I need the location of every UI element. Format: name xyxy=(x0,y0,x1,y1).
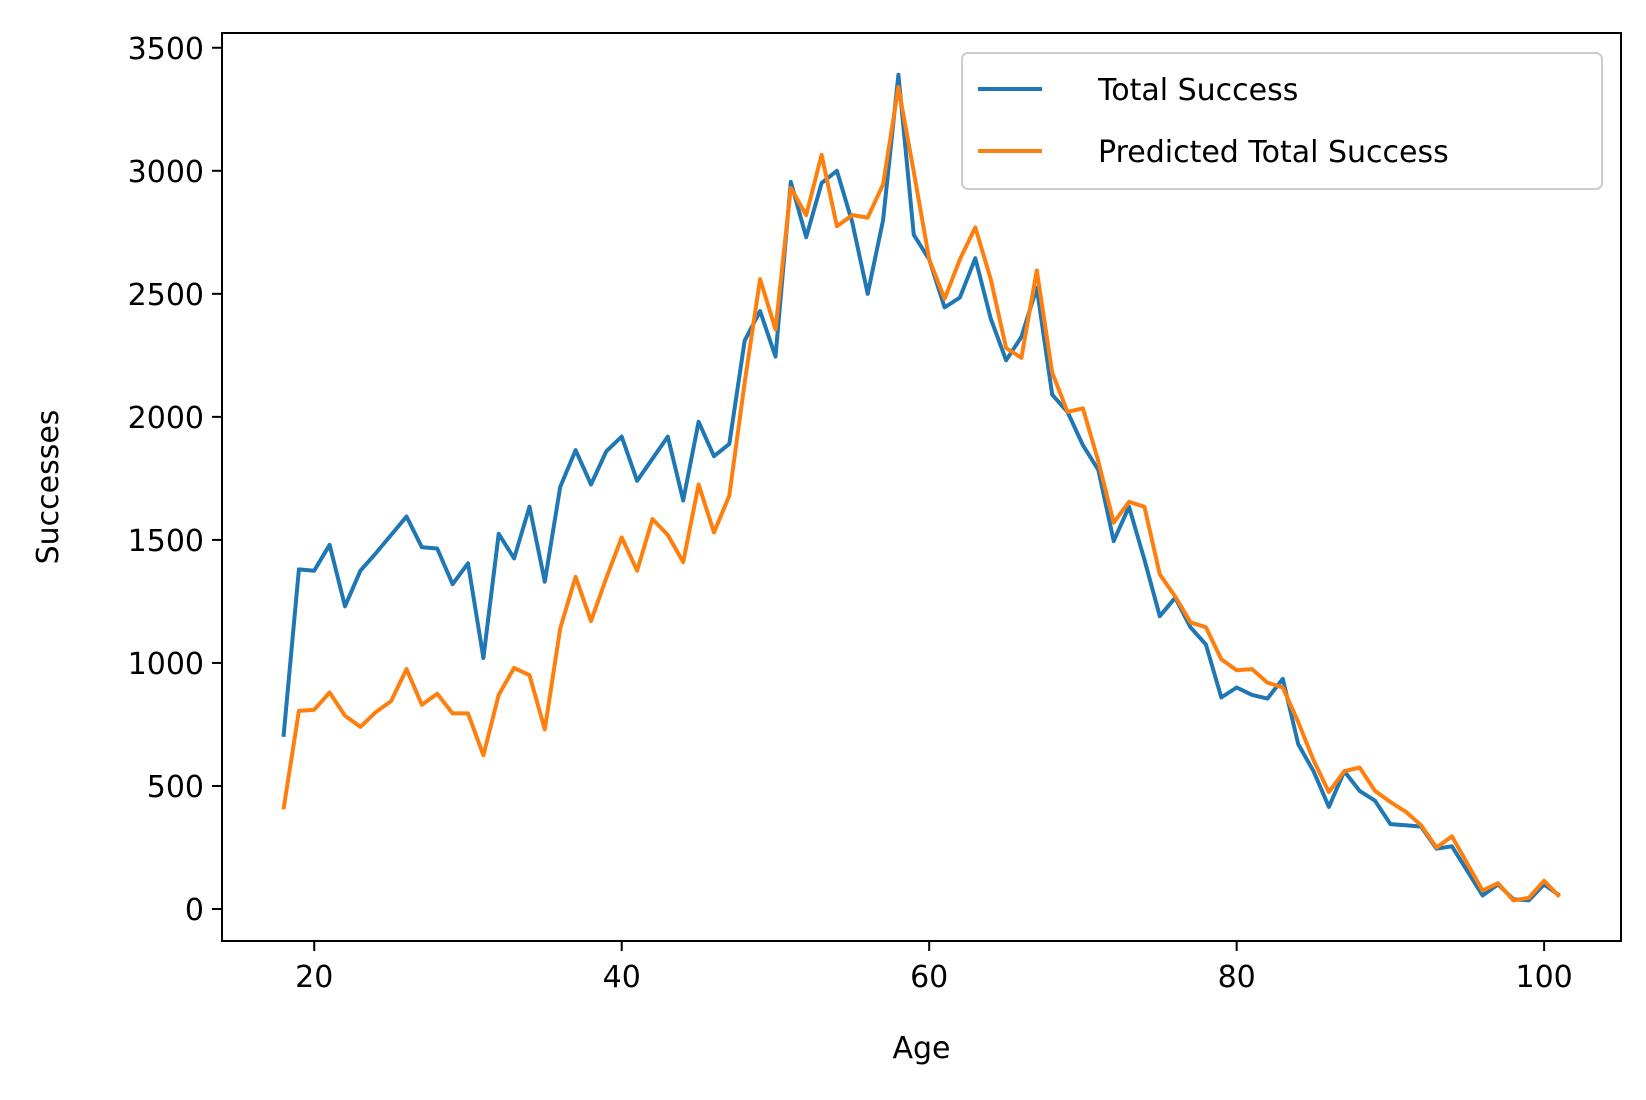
y-tick-label: 1000 xyxy=(128,647,204,682)
x-axis-label: Age xyxy=(892,1031,950,1066)
y-tick-label: 0 xyxy=(185,893,204,928)
y-tick-label: 1500 xyxy=(128,524,204,559)
x-tick-label: 60 xyxy=(910,960,948,995)
y-tick-label: 3000 xyxy=(128,155,204,190)
x-tick-label: 40 xyxy=(603,960,641,995)
y-tick-label: 2000 xyxy=(128,401,204,436)
legend-label: Total Success xyxy=(1097,73,1298,108)
y-tick-label: 2500 xyxy=(128,278,204,313)
x-tick-label: 80 xyxy=(1218,960,1256,995)
x-tick-label: 20 xyxy=(295,960,333,995)
y-axis-label: Successes xyxy=(31,410,66,565)
legend: Total Success Predicted Total Success xyxy=(962,53,1602,189)
legend-label: Predicted Total Success xyxy=(1098,135,1449,170)
x-tick-label: 100 xyxy=(1515,960,1572,995)
y-tick-label: 3500 xyxy=(128,32,204,67)
y-tick-label: 500 xyxy=(147,770,204,805)
